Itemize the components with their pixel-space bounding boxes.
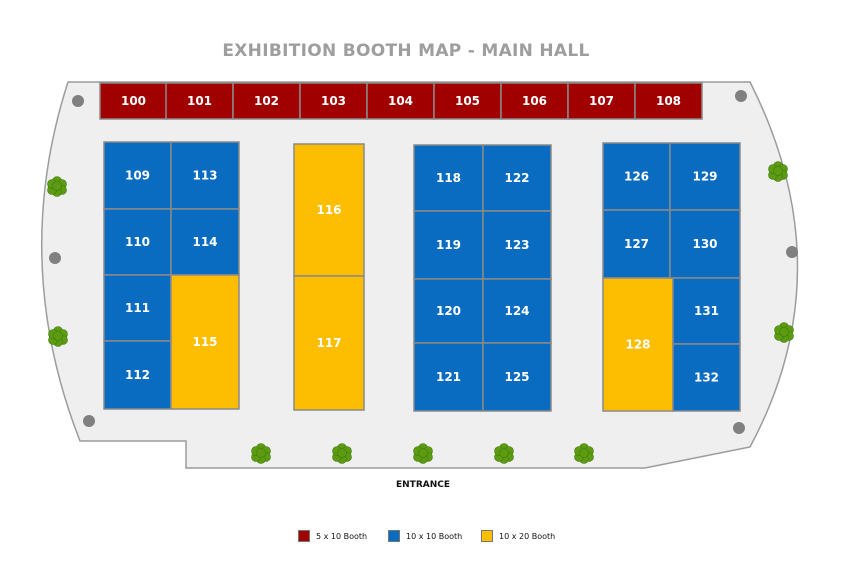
booth-label-120: 120 [436, 304, 461, 318]
booths: 100 101 102 103 104 105 106 107 108 109 110 111 112 1… [99, 82, 741, 412]
legend-swatch-small [298, 530, 310, 542]
booth-label-109: 109 [125, 169, 150, 183]
map-title: EXHIBITION BOOTH MAP - MAIN HALL [222, 41, 590, 61]
booth-label-112: 112 [125, 368, 150, 382]
booth-label-101: 101 [187, 94, 212, 108]
booth-112[interactable] [103, 340, 172, 410]
booth-108[interactable] [634, 82, 703, 120]
booth-103[interactable] [299, 82, 368, 120]
legend-item-small: 5 x 10 Booth [298, 528, 367, 544]
tree-icon [47, 176, 67, 197]
booth-label-105: 105 [455, 94, 480, 108]
tree-icon [774, 322, 794, 343]
tree-icon [332, 443, 352, 464]
booth-128[interactable] [602, 277, 674, 412]
booth-111[interactable] [103, 274, 172, 342]
trees [47, 161, 794, 464]
booth-label-122: 122 [504, 171, 529, 185]
booth-label-106: 106 [522, 94, 547, 108]
booth-120[interactable] [413, 278, 484, 344]
booth-label-119: 119 [436, 238, 461, 252]
booth-label-104: 104 [388, 94, 413, 108]
pillar-3 [49, 252, 61, 264]
pillar-2 [735, 90, 747, 102]
legend-label-small: 5 x 10 Booth [316, 531, 368, 541]
pillar-5 [83, 415, 95, 427]
pillars [49, 90, 798, 434]
booth-121[interactable] [413, 342, 484, 412]
booth-116[interactable] [293, 143, 365, 277]
booth-label-108: 108 [656, 94, 681, 108]
pillar-6 [733, 422, 745, 434]
booth-105[interactable] [433, 82, 502, 120]
booth-132[interactable] [672, 343, 741, 412]
tree-icon [413, 443, 433, 464]
booth-label-100: 100 [121, 94, 146, 108]
tree-icon [48, 326, 68, 347]
tree-icon [251, 443, 271, 464]
booth-label-124: 124 [504, 304, 529, 318]
booth-107[interactable] [567, 82, 636, 120]
booth-123[interactable] [482, 210, 552, 280]
booth-label-128: 128 [625, 338, 650, 352]
booth-label-111: 111 [125, 301, 150, 315]
booth-label-132: 132 [694, 371, 719, 385]
booth-label-129: 129 [692, 170, 717, 184]
booth-label-102: 102 [254, 94, 279, 108]
booth-113[interactable] [170, 141, 240, 210]
legend: 5 x 10 Booth 10 x 10 Booth 10 x 20 Booth [0, 528, 846, 544]
booth-label-116: 116 [316, 203, 341, 217]
legend-label-large: 10 x 20 Booth [499, 531, 556, 541]
booth-label-125: 125 [504, 370, 529, 384]
pillar-1 [72, 95, 84, 107]
booth-102[interactable] [232, 82, 301, 120]
booth-106[interactable] [500, 82, 569, 120]
tree-icon [768, 161, 788, 182]
booth-104[interactable] [366, 82, 435, 120]
legend-item-large: 10 x 20 Booth [481, 528, 555, 544]
booth-label-103: 103 [321, 94, 346, 108]
booth-label-115: 115 [192, 335, 217, 349]
booth-label-110: 110 [125, 235, 150, 249]
legend-item-medium: 10 x 10 Booth [388, 528, 462, 544]
pillar-4 [786, 246, 798, 258]
tree-icon [494, 443, 514, 464]
booth-129[interactable] [669, 142, 741, 211]
booth-label-118: 118 [436, 171, 461, 185]
legend-swatch-medium [388, 530, 400, 542]
booth-127[interactable] [602, 209, 671, 279]
booth-label-117: 117 [316, 336, 341, 350]
booth-label-126: 126 [624, 170, 649, 184]
booth-label-107: 107 [589, 94, 614, 108]
booth-117[interactable] [293, 275, 365, 411]
booth-101[interactable] [165, 82, 234, 120]
booth-115[interactable] [170, 274, 240, 410]
booth-label-123: 123 [504, 238, 529, 252]
booth-119[interactable] [413, 210, 484, 280]
entrance-label: ENTRANCE [396, 480, 450, 490]
booth-label-114: 114 [192, 235, 217, 249]
tree-icon [574, 443, 594, 464]
booth-label-121: 121 [436, 370, 461, 384]
booth-label-130: 130 [692, 237, 717, 251]
booth-125[interactable] [482, 342, 552, 412]
booth-130[interactable] [669, 209, 741, 279]
booth-label-113: 113 [192, 169, 217, 183]
legend-label-medium: 10 x 10 Booth [406, 531, 463, 541]
booth-label-127: 127 [624, 237, 649, 251]
booth-122[interactable] [482, 144, 552, 212]
booth-label-131: 131 [694, 304, 719, 318]
legend-swatch-large [481, 530, 493, 542]
